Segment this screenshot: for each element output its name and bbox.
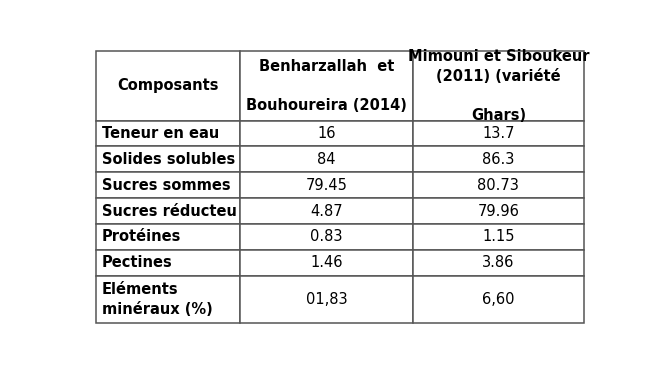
Text: 13.7: 13.7 xyxy=(482,126,514,141)
Bar xyxy=(240,224,413,250)
Bar xyxy=(413,51,584,121)
Text: 6,60: 6,60 xyxy=(482,292,514,307)
Bar xyxy=(95,198,240,224)
Bar xyxy=(413,198,584,224)
Text: Sucres réducteu: Sucres réducteu xyxy=(102,204,237,219)
Bar xyxy=(95,146,240,172)
Text: 01,83: 01,83 xyxy=(306,292,347,307)
Text: Sucres sommes: Sucres sommes xyxy=(102,178,231,193)
Text: 4.87: 4.87 xyxy=(310,204,343,219)
Bar xyxy=(240,172,413,198)
Text: 1.15: 1.15 xyxy=(482,229,514,244)
Bar xyxy=(240,146,413,172)
Bar xyxy=(413,146,584,172)
Bar xyxy=(95,250,240,276)
Bar xyxy=(413,121,584,146)
Text: Teneur en eau: Teneur en eau xyxy=(102,126,219,141)
Bar xyxy=(240,51,413,121)
Text: 1.46: 1.46 xyxy=(310,255,343,270)
Bar xyxy=(413,172,584,198)
Bar xyxy=(240,198,413,224)
Text: 3.86: 3.86 xyxy=(482,255,514,270)
Text: Mimouni et Siboukeur
(2011) (variété

Ghars): Mimouni et Siboukeur (2011) (variété Gha… xyxy=(408,49,589,123)
Text: Eléments
minéraux (%): Eléments minéraux (%) xyxy=(102,282,213,317)
Bar xyxy=(95,172,240,198)
Text: 84: 84 xyxy=(317,152,335,167)
Bar xyxy=(95,224,240,250)
Text: 0.83: 0.83 xyxy=(310,229,343,244)
Text: 79.45: 79.45 xyxy=(306,178,347,193)
Text: 86.3: 86.3 xyxy=(482,152,514,167)
Text: 79.96: 79.96 xyxy=(477,204,519,219)
Bar xyxy=(240,250,413,276)
Text: 80.73: 80.73 xyxy=(477,178,519,193)
Text: Benharzallah  et

Bouhoureira (2014): Benharzallah et Bouhoureira (2014) xyxy=(246,59,407,113)
Text: 16: 16 xyxy=(317,126,335,141)
Text: Composants: Composants xyxy=(117,78,219,93)
Bar xyxy=(95,51,240,121)
Bar xyxy=(95,276,240,323)
Bar xyxy=(413,224,584,250)
Bar xyxy=(240,121,413,146)
Text: Solides solubles: Solides solubles xyxy=(102,152,235,167)
Text: Protéines: Protéines xyxy=(102,229,181,244)
Text: Pectines: Pectines xyxy=(102,255,172,270)
Bar xyxy=(240,276,413,323)
Bar xyxy=(413,250,584,276)
Bar xyxy=(95,121,240,146)
Bar xyxy=(413,276,584,323)
